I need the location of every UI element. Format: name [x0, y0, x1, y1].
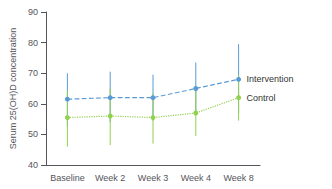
svg-text:50: 50 — [28, 129, 38, 139]
svg-text:Control: Control — [247, 93, 276, 103]
svg-text:80: 80 — [28, 38, 38, 48]
svg-text:Week 2: Week 2 — [95, 173, 125, 183]
svg-text:40: 40 — [28, 160, 38, 170]
svg-text:70: 70 — [28, 68, 38, 78]
svg-text:90: 90 — [28, 7, 38, 17]
svg-text:Baseline: Baseline — [50, 173, 85, 183]
svg-text:Serum 25(OH)D concentration: Serum 25(OH)D concentration — [8, 28, 18, 150]
svg-text:Intervention: Intervention — [247, 74, 294, 84]
svg-text:60: 60 — [28, 99, 38, 109]
svg-text:Week 8: Week 8 — [223, 173, 253, 183]
svg-text:Week 4: Week 4 — [181, 173, 211, 183]
svg-text:Week 3: Week 3 — [138, 173, 168, 183]
